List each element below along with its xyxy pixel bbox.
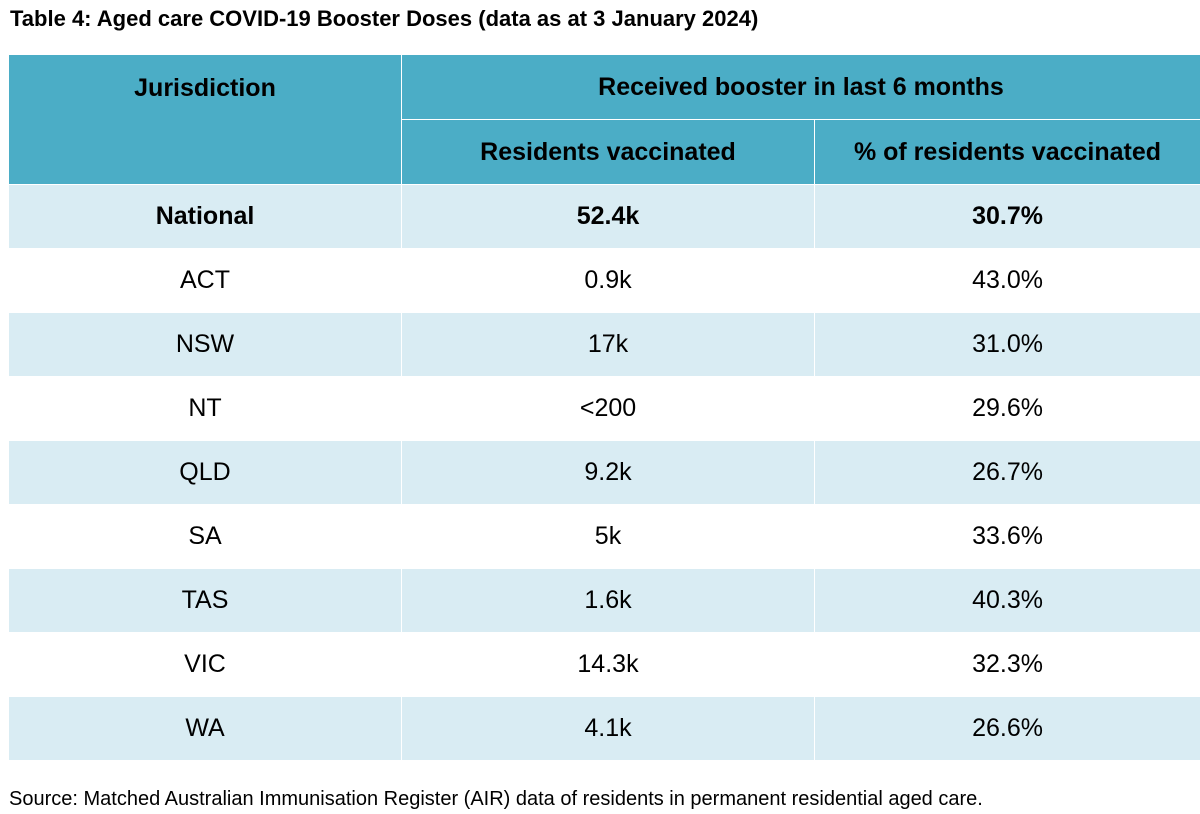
cell-jurisdiction: WA <box>9 697 402 761</box>
table-header: Jurisdiction Received booster in last 6 … <box>9 55 1200 185</box>
table-row: VIC 14.3k 32.3% <box>9 633 1200 697</box>
cell-percent: 32.3% <box>815 633 1200 697</box>
cell-jurisdiction: TAS <box>9 569 402 633</box>
cell-residents: 4.1k <box>402 697 815 761</box>
table-row-national: National 52.4k 30.7% <box>9 185 1200 249</box>
table-row: QLD 9.2k 26.7% <box>9 441 1200 505</box>
cell-residents: 9.2k <box>402 441 815 505</box>
header-row-top: Jurisdiction Received booster in last 6 … <box>9 55 1200 120</box>
cell-residents: <200 <box>402 377 815 441</box>
cell-percent: 43.0% <box>815 249 1200 313</box>
cell-residents: 14.3k <box>402 633 815 697</box>
cell-percent: 29.6% <box>815 377 1200 441</box>
cell-residents: 0.9k <box>402 249 815 313</box>
cell-jurisdiction: NT <box>9 377 402 441</box>
table-row: NT <200 29.6% <box>9 377 1200 441</box>
cell-residents: 1.6k <box>402 569 815 633</box>
cell-jurisdiction: NSW <box>9 313 402 377</box>
cell-residents: 52.4k <box>402 185 815 249</box>
cell-percent: 26.6% <box>815 697 1200 761</box>
table-row: WA 4.1k 26.6% <box>9 697 1200 761</box>
table-body: National 52.4k 30.7% ACT 0.9k 43.0% NSW … <box>9 185 1200 761</box>
header-jurisdiction: Jurisdiction <box>9 55 402 185</box>
cell-residents: 17k <box>402 313 815 377</box>
table-row: NSW 17k 31.0% <box>9 313 1200 377</box>
header-group-booster: Received booster in last 6 months <box>402 55 1200 120</box>
header-percent-vaccinated: % of residents vaccinated <box>815 120 1200 185</box>
cell-percent: 26.7% <box>815 441 1200 505</box>
cell-percent: 30.7% <box>815 185 1200 249</box>
cell-jurisdiction: QLD <box>9 441 402 505</box>
header-residents-vaccinated: Residents vaccinated <box>402 120 815 185</box>
cell-percent: 31.0% <box>815 313 1200 377</box>
booster-doses-table: Jurisdiction Received booster in last 6 … <box>8 54 1200 761</box>
cell-jurisdiction: ACT <box>9 249 402 313</box>
cell-percent: 33.6% <box>815 505 1200 569</box>
cell-jurisdiction: National <box>9 185 402 249</box>
cell-jurisdiction: SA <box>9 505 402 569</box>
table-row: SA 5k 33.6% <box>9 505 1200 569</box>
cell-percent: 40.3% <box>815 569 1200 633</box>
table-row: ACT 0.9k 43.0% <box>9 249 1200 313</box>
source-note: Source: Matched Australian Immunisation … <box>9 784 983 814</box>
cell-jurisdiction: VIC <box>9 633 402 697</box>
table-caption: Table 4: Aged care COVID-19 Booster Dose… <box>10 2 758 36</box>
table-row: TAS 1.6k 40.3% <box>9 569 1200 633</box>
cell-residents: 5k <box>402 505 815 569</box>
